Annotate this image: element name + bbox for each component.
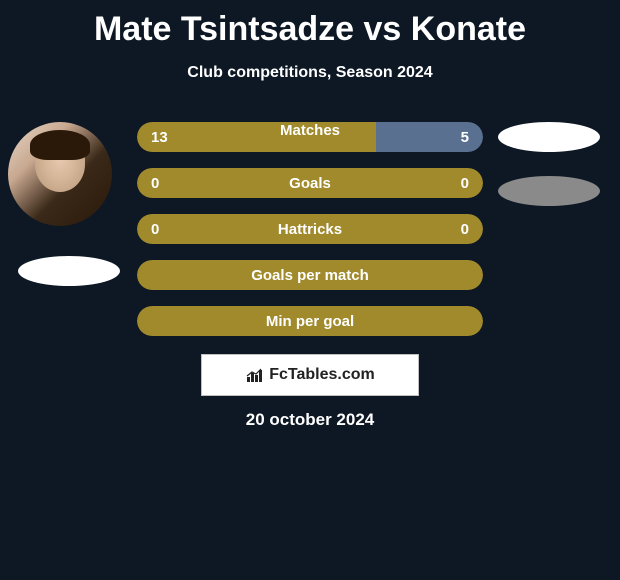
stat-bar-full: 0 0 Hattricks — [137, 214, 483, 244]
stat-label: Goals — [289, 175, 331, 192]
date-label: 20 october 2024 — [246, 410, 375, 430]
player-away-avatar-ellipse — [498, 122, 600, 152]
stat-home-value: 13 — [151, 129, 168, 146]
stat-row-mpg: Min per goal — [137, 306, 483, 336]
player-home-avatar — [8, 122, 112, 226]
page-title: Mate Tsintsadze vs Konate — [0, 0, 620, 49]
stat-away-value: 0 — [461, 221, 469, 238]
stat-bar-full: Goals per match — [137, 260, 483, 290]
stat-label: Matches — [280, 122, 340, 139]
stat-bar-full: Min per goal — [137, 306, 483, 336]
stat-label: Min per goal — [266, 313, 354, 330]
stat-home-value: 0 — [151, 175, 159, 192]
site-logo: FcTables.com — [201, 354, 419, 396]
stats-bars: 13 5 Matches 0 0 Goals 0 0 Hattricks Goa… — [137, 122, 483, 352]
stat-bar-away: 5 — [376, 122, 483, 152]
chart-icon — [245, 367, 265, 383]
stat-bar-full: 0 0 Goals — [137, 168, 483, 198]
player-home-name-ellipse — [18, 256, 120, 286]
stat-row-goals: 0 0 Goals — [137, 168, 483, 198]
stat-row-matches: 13 5 Matches — [137, 122, 483, 152]
stat-row-gpm: Goals per match — [137, 260, 483, 290]
stat-label: Hattricks — [278, 221, 342, 238]
logo-text: FcTables.com — [269, 366, 375, 384]
stat-row-hattricks: 0 0 Hattricks — [137, 214, 483, 244]
stat-label: Goals per match — [251, 267, 369, 284]
stat-away-value: 5 — [461, 129, 469, 146]
stat-away-value: 0 — [461, 175, 469, 192]
page-subtitle: Club competitions, Season 2024 — [0, 64, 620, 82]
stat-home-value: 0 — [151, 221, 159, 238]
player-away-name-ellipse — [498, 176, 600, 206]
